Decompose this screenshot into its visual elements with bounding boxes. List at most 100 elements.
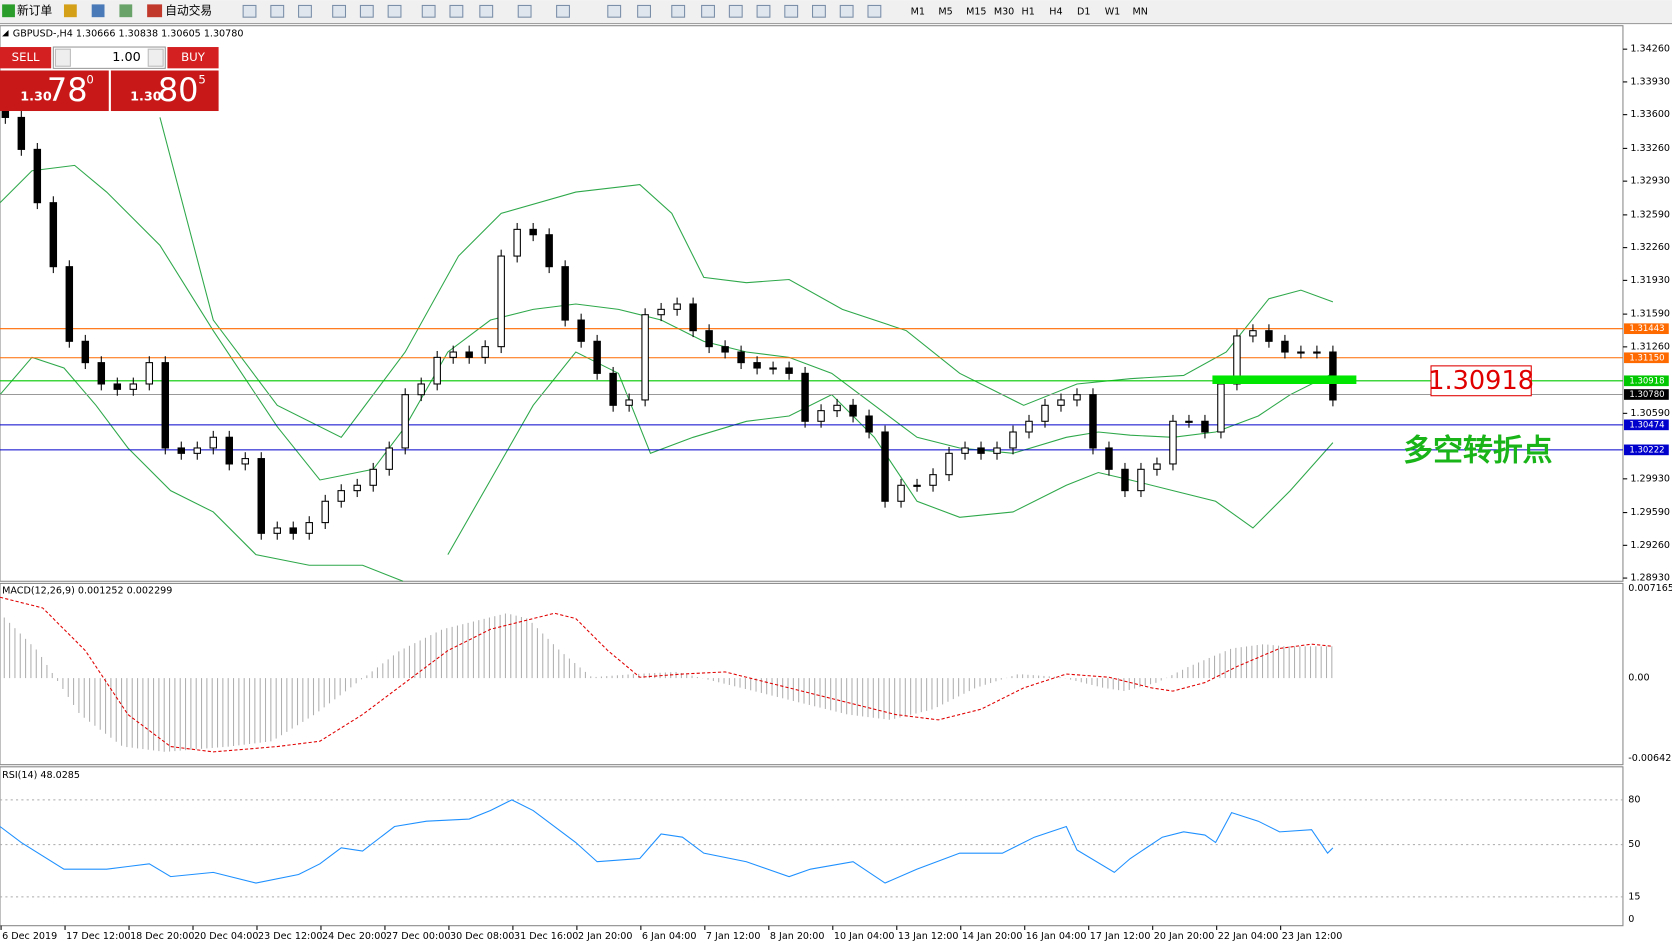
candle [1249, 330, 1257, 337]
tool-icon[interactable] [63, 4, 77, 18]
timeframe[interactable]: MN [1132, 6, 1147, 17]
candle [593, 340, 601, 374]
buy-price-box[interactable] [110, 70, 219, 112]
new-order[interactable]: 新订单 [17, 3, 52, 17]
timeframe[interactable]: M15 [966, 6, 986, 17]
candle [881, 431, 889, 502]
tool-icon[interactable] [449, 4, 464, 18]
symbol-info: GBPUSD-,H4 1.30666 1.30838 1.30605 1.307… [13, 29, 244, 40]
rsi-line [0, 799, 1334, 884]
sell-price-box[interactable] [0, 70, 109, 112]
buy-button[interactable] [167, 47, 219, 69]
level-label: 1.30918 [1629, 376, 1664, 386]
auto-trade-icon[interactable] [147, 4, 163, 18]
tool-icon[interactable] [784, 4, 799, 18]
tool-icon[interactable] [359, 4, 374, 18]
timeframe[interactable]: W1 [1105, 6, 1121, 17]
candle [257, 458, 265, 534]
tool-icon[interactable] [242, 4, 257, 18]
candle [961, 447, 969, 454]
auto-trade[interactable]: 自动交易 [165, 3, 212, 17]
buy-price-main: 80 [158, 71, 199, 109]
level-tag [1624, 444, 1669, 456]
tool-icon[interactable] [479, 4, 494, 18]
tool-icon[interactable] [812, 4, 826, 18]
price-label: 1.29930 [1630, 473, 1670, 484]
candle [161, 362, 170, 449]
tool-icon[interactable] [91, 4, 105, 18]
level-label: 1.30222 [1629, 445, 1664, 455]
candle [689, 303, 697, 332]
sell-label[interactable]: SELL [12, 50, 40, 64]
new-order-icon[interactable] [2, 4, 15, 18]
timeframe[interactable]: M5 [938, 6, 952, 17]
tool-icon[interactable] [607, 4, 622, 18]
candle [449, 351, 457, 358]
lots-up[interactable] [147, 48, 164, 67]
candle [49, 202, 58, 268]
timeframe[interactable]: M30 [994, 6, 1014, 17]
band-upper [159, 117, 1334, 438]
lots-field[interactable] [52, 46, 166, 69]
candle [1169, 420, 1177, 465]
tool-icon[interactable] [637, 4, 651, 18]
tool-icon[interactable] [728, 4, 743, 18]
rsi-title: RSI(14) 48.0285 [2, 770, 80, 781]
candle [1105, 447, 1113, 470]
candle [609, 372, 617, 406]
candle [145, 362, 154, 385]
tool-icon[interactable] [671, 4, 686, 18]
candle [193, 447, 202, 454]
candle [225, 436, 233, 465]
collapse-arrow[interactable] [2, 29, 9, 37]
time-label: 18 Dec 20:00 [130, 931, 194, 942]
time-label: 23 Jan 12:00 [1282, 931, 1343, 942]
candle [657, 308, 665, 316]
candle [897, 484, 905, 502]
candle [1073, 394, 1081, 401]
sell-button[interactable] [0, 47, 52, 69]
tool-icon[interactable] [701, 4, 715, 18]
timeframe[interactable]: D1 [1077, 6, 1090, 17]
timeframe[interactable]: H1 [1022, 6, 1035, 17]
tool-icon[interactable] [298, 4, 312, 18]
candle [1153, 463, 1161, 470]
candle [977, 447, 985, 454]
candle [81, 340, 90, 364]
tool-icon[interactable] [270, 4, 285, 18]
tool-icon[interactable] [839, 4, 854, 18]
candle [513, 228, 521, 257]
band-lower [0, 356, 404, 582]
candle [865, 415, 873, 433]
candle [1121, 468, 1129, 492]
tool-icon[interactable] [517, 4, 532, 18]
annotation-text: 多空转折点 [1403, 434, 1552, 469]
buy-label[interactable]: BUY [181, 50, 206, 64]
candle [401, 394, 409, 449]
tool-icon[interactable] [387, 4, 402, 18]
tool-icon[interactable] [756, 4, 771, 18]
bollinger-bands [0, 117, 1334, 582]
candle [1089, 394, 1097, 449]
lots-value[interactable]: 1.00 [112, 50, 140, 65]
annotation-box [1430, 365, 1532, 397]
timeframe[interactable]: H4 [1049, 6, 1062, 17]
levels: 1.31443 1.31150 1.30918 1.30780 1.30474 1.302… [0, 323, 1669, 455]
candle [209, 436, 217, 449]
tool-icon[interactable] [332, 4, 347, 18]
rsi: 80 50 15 0 [0, 794, 1640, 925]
lots-down[interactable] [54, 48, 71, 67]
timeframes: M1 M5 M15 M30 H1 H4 D1 W1 MN [911, 6, 1148, 17]
candle [241, 458, 249, 465]
tool-icon[interactable] [867, 4, 882, 18]
candle [1009, 431, 1017, 449]
tool-icon[interactable] [421, 4, 436, 18]
tool-icon[interactable] [556, 4, 570, 18]
price-label: 1.33600 [1630, 109, 1670, 120]
price-label: 1.29260 [1630, 540, 1670, 551]
timeframe[interactable]: M1 [911, 6, 925, 17]
candle [305, 522, 313, 534]
price-label: 1.32260 [1630, 242, 1670, 253]
time-label: 7 Jan 12:00 [706, 931, 761, 942]
tool-icon[interactable] [119, 4, 133, 18]
